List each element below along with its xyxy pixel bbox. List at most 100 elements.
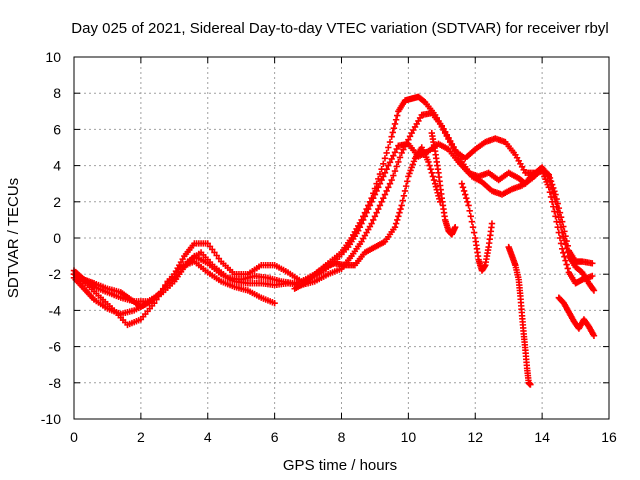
y-tick-label: 2 xyxy=(53,194,61,210)
series-track-7 xyxy=(505,243,534,388)
x-tick-label: 14 xyxy=(534,429,550,445)
data-point xyxy=(458,180,466,187)
data-point xyxy=(548,198,556,205)
data-point xyxy=(386,180,394,187)
data-point xyxy=(375,205,382,213)
data-point xyxy=(375,175,382,183)
data-point xyxy=(386,138,394,146)
data-point xyxy=(385,162,392,169)
data-point xyxy=(396,209,403,216)
data-point xyxy=(562,257,569,264)
data-point xyxy=(562,232,569,240)
data-point xyxy=(558,218,566,225)
data-point xyxy=(527,381,534,388)
data-point xyxy=(429,173,437,180)
data-point xyxy=(564,265,571,272)
y-tick-label: -6 xyxy=(49,339,62,355)
data-point xyxy=(383,166,390,173)
data-point xyxy=(589,286,597,293)
data-point xyxy=(425,158,432,166)
data-point xyxy=(392,220,400,227)
data-point xyxy=(399,197,407,204)
data-point xyxy=(488,220,496,227)
data-point xyxy=(371,213,379,220)
y-tick-label: 10 xyxy=(45,49,61,65)
data-point xyxy=(554,223,561,231)
data-point xyxy=(407,167,414,174)
data-point xyxy=(551,208,558,215)
data-point xyxy=(378,198,385,205)
data-point xyxy=(555,204,563,212)
data-point xyxy=(406,133,414,140)
y-tick-label: 0 xyxy=(53,230,61,246)
data-point xyxy=(395,213,402,220)
data-point xyxy=(361,213,369,220)
data-point xyxy=(546,188,554,196)
data-point xyxy=(431,180,439,187)
data-point xyxy=(381,169,389,177)
data-point xyxy=(557,213,565,221)
data-point xyxy=(460,187,468,195)
data-point xyxy=(393,163,400,170)
data-point xyxy=(390,124,398,132)
data-point xyxy=(398,149,405,157)
data-point xyxy=(545,184,553,191)
data-point xyxy=(555,229,563,236)
data-point xyxy=(406,170,413,177)
data-point xyxy=(370,194,377,202)
data-point xyxy=(363,209,370,216)
data-point xyxy=(459,184,467,191)
data-point xyxy=(427,166,434,173)
data-point xyxy=(551,188,558,195)
data-point xyxy=(376,202,384,209)
data-point xyxy=(561,253,568,260)
data-point xyxy=(556,234,564,242)
data-point xyxy=(589,272,596,280)
data-point xyxy=(564,242,571,250)
data-point xyxy=(381,191,389,198)
data-point xyxy=(388,155,395,163)
data-point xyxy=(467,213,474,220)
series-track-4 xyxy=(70,258,278,329)
x-tick-label: 8 xyxy=(338,429,346,445)
x-tick-label: 0 xyxy=(70,429,78,445)
data-point xyxy=(159,285,167,292)
data-point xyxy=(383,149,390,157)
data-point xyxy=(451,223,459,231)
data-point xyxy=(380,194,387,202)
y-tick-label: 8 xyxy=(53,85,61,101)
data-point xyxy=(470,229,478,236)
data-point xyxy=(545,171,553,178)
data-point xyxy=(391,120,399,128)
data-point xyxy=(462,191,469,198)
data-point xyxy=(546,174,554,182)
data-point xyxy=(271,299,278,307)
y-tick-label: -2 xyxy=(49,266,62,282)
data-point xyxy=(388,133,395,140)
data-point xyxy=(391,223,399,231)
data-point xyxy=(405,173,412,180)
data-point xyxy=(386,159,394,166)
data-point xyxy=(468,218,476,225)
data-point xyxy=(380,160,387,167)
data-point xyxy=(370,216,377,224)
x-tick-label: 16 xyxy=(601,429,617,445)
data-point xyxy=(563,261,570,268)
data-point xyxy=(553,195,560,203)
data-point xyxy=(392,116,400,123)
data-point xyxy=(552,191,559,198)
data-points xyxy=(70,93,598,388)
data-point xyxy=(560,249,567,256)
data-point xyxy=(390,152,397,159)
data-point xyxy=(394,216,401,224)
data-point xyxy=(157,289,165,296)
data-point xyxy=(393,145,400,153)
data-point xyxy=(380,173,387,180)
x-tick-label: 4 xyxy=(204,429,212,445)
data-point xyxy=(469,223,477,231)
series-track-5 xyxy=(291,144,444,292)
data-point xyxy=(376,180,384,187)
data-point xyxy=(383,187,390,195)
series-track-6 xyxy=(458,180,496,274)
series-track-9 xyxy=(428,129,459,238)
